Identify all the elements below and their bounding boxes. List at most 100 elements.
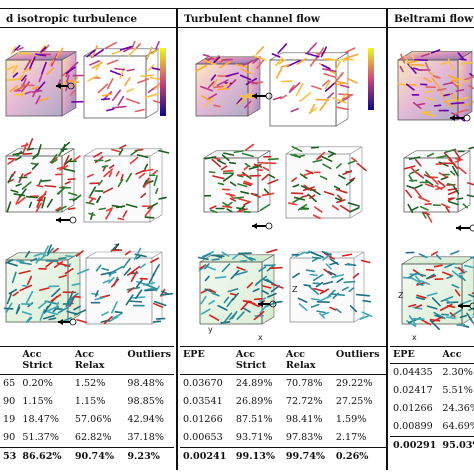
flow-vector: [209, 314, 220, 322]
flow-vector: [466, 194, 474, 198]
table-cell: 0.00291: [390, 436, 440, 455]
flow-vector: [124, 250, 131, 256]
flow-vector: [40, 179, 51, 182]
flow-vector: [152, 264, 160, 276]
flow-vector: [244, 162, 251, 168]
flow-vector: [208, 171, 216, 174]
flow-vector: [31, 89, 43, 93]
table-row: 0.00899 64.69%: [390, 418, 474, 437]
flow-vector: [412, 306, 423, 310]
flow-vector: [18, 188, 27, 199]
flow-vector: [256, 58, 265, 70]
table-row: 90 51.37% 62.82% 37.18%: [0, 429, 174, 448]
flow-vector: [458, 299, 472, 306]
flow-vector: [62, 302, 74, 305]
flow-vector: [361, 311, 373, 318]
flow-vector: [263, 188, 270, 195]
flow-vector: [441, 203, 451, 209]
flow-vector: [204, 97, 214, 108]
flow-vector: [25, 290, 34, 304]
col-header: Acc Strict: [232, 346, 283, 375]
flow-vector: [151, 49, 159, 55]
camera-icon: [463, 114, 471, 122]
flow-vector: [137, 78, 150, 84]
flow-vector: [100, 97, 111, 101]
flow-vector: [239, 259, 248, 263]
flow-vector: [339, 204, 351, 213]
flow-vector: [329, 261, 338, 266]
table-cell: 93.71%: [235, 432, 273, 443]
flow-vector: [444, 299, 452, 304]
flow-vector: [73, 295, 81, 298]
flow-vector: [142, 180, 151, 188]
flow-vector: [37, 144, 42, 156]
flow-vector: [351, 157, 358, 163]
flow-vector: [6, 78, 20, 81]
flow-vector: [229, 181, 237, 187]
flow-vector: [244, 94, 257, 99]
vectors-beltrami-pred: [403, 146, 474, 223]
flow-vector: [349, 177, 356, 182]
flow-vector: [248, 80, 258, 85]
flow-vector: [71, 282, 81, 287]
flow-vector: [102, 187, 114, 194]
flow-vector: [433, 311, 446, 320]
visualization-svg: Z Zy x Zx: [3, 40, 474, 342]
flow-vector: [408, 303, 417, 308]
flow-vector: [424, 61, 430, 72]
flow-vector: [12, 72, 19, 78]
col-header: Acc Strict: [19, 346, 72, 375]
flow-vector: [414, 158, 422, 167]
table-cell: 87.51%: [235, 414, 273, 425]
flow-vector: [35, 53, 47, 57]
flow-vector: [237, 183, 248, 188]
flow-vector: [430, 49, 441, 54]
flow-vector: [125, 98, 140, 105]
flow-vector: [241, 152, 254, 158]
flow-vector: [416, 294, 427, 299]
flow-vector: [309, 273, 318, 277]
flow-vector: [450, 101, 465, 105]
flow-vector: [468, 293, 474, 298]
table-cell: 27.25%: [335, 396, 373, 407]
flow-vector: [462, 103, 470, 107]
flow-vector: [198, 266, 205, 272]
table-cell: 65: [3, 378, 16, 389]
flow-vector: [424, 89, 434, 94]
flow-vector: [324, 80, 331, 90]
flow-vector: [439, 303, 453, 312]
table-cell: 9.23%: [124, 447, 174, 466]
flow-vector: [228, 161, 237, 165]
flow-vector: [8, 288, 18, 295]
flow-vector: [75, 250, 84, 257]
flow-vector: [430, 251, 438, 256]
flow-vector: [201, 308, 211, 315]
flow-vector: [331, 204, 340, 211]
cube-channel-pred: [202, 150, 272, 213]
flow-vector: [295, 82, 304, 96]
flow-vector: [105, 41, 118, 49]
table-cell: 51.37%: [22, 432, 59, 443]
flow-vector: [98, 207, 107, 211]
results-table-isotropic: Acc Strict Acc Relax Outliers 65 0.20% 1.5…: [0, 346, 174, 466]
flow-vector: [106, 108, 115, 112]
flow-vector: [26, 275, 33, 285]
flow-vector: [316, 155, 322, 161]
flow-vector: [149, 76, 161, 81]
flow-vector: [419, 205, 429, 211]
flow-vector: [289, 84, 295, 92]
flow-vector: [288, 202, 298, 206]
flow-vector: [444, 262, 455, 269]
flow-vector: [56, 187, 66, 195]
flow-vector: [313, 273, 324, 282]
flow-vector: [448, 74, 459, 81]
flow-vector: [299, 173, 308, 179]
table-cell: 72.72%: [285, 396, 323, 407]
flow-vector: [349, 305, 358, 313]
flow-vector: [445, 316, 456, 320]
col-header: Acc: [439, 346, 474, 364]
flow-vector: [114, 311, 123, 314]
flow-vector: [46, 305, 59, 312]
flow-vector: [290, 153, 301, 159]
flow-vector: [344, 47, 356, 54]
